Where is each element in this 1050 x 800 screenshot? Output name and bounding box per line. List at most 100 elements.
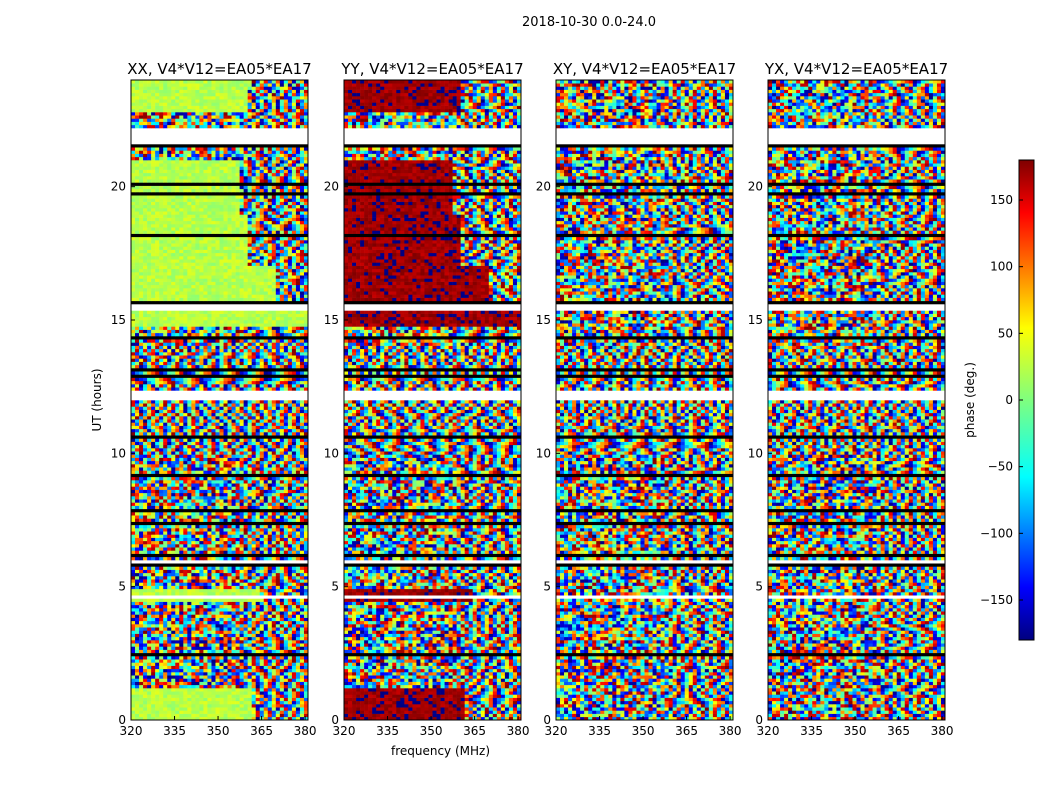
cell: [207, 540, 212, 545]
cell: [235, 640, 240, 644]
cell: [211, 579, 216, 583]
cell: [139, 451, 144, 455]
cell: [175, 492, 180, 497]
cell: [271, 371, 277, 375]
flag-row: [131, 300, 308, 305]
cell: [243, 502, 248, 506]
cell: [179, 355, 184, 359]
cell: [263, 361, 269, 366]
cell: [183, 592, 188, 596]
cell: [143, 640, 148, 644]
cell: [167, 476, 172, 481]
cell: [219, 707, 224, 711]
cell: [179, 441, 184, 446]
cell: [247, 675, 252, 679]
cell: [287, 355, 293, 359]
cell: [271, 582, 277, 586]
cell: [255, 476, 261, 481]
cell: [163, 649, 168, 654]
cell: [183, 332, 188, 337]
cell: [243, 585, 248, 590]
cell: [163, 384, 168, 388]
cell: [199, 483, 204, 487]
cell: [131, 448, 136, 452]
cell: [291, 457, 297, 462]
cell: [143, 627, 148, 631]
cell: [219, 483, 224, 487]
cell: [247, 691, 252, 695]
cell: [143, 432, 148, 436]
cell: [235, 608, 240, 612]
cell: [139, 611, 144, 615]
cell: [279, 467, 285, 471]
cell: [275, 400, 281, 404]
cell: [183, 496, 188, 500]
cell: [143, 662, 148, 666]
cell: [251, 716, 257, 721]
cell: [279, 432, 285, 436]
cell: [263, 355, 269, 359]
cell: [283, 537, 289, 542]
cell: [167, 659, 172, 663]
cell: [199, 588, 204, 593]
cell: [155, 387, 160, 391]
cell: [239, 630, 244, 634]
cell: [183, 614, 188, 618]
cell: [143, 566, 148, 570]
cell: [247, 457, 252, 462]
cell: [211, 422, 216, 426]
cell: [227, 630, 232, 634]
cell: [255, 700, 261, 705]
cell: [299, 656, 305, 660]
cell: [151, 476, 156, 481]
cell: [219, 704, 224, 708]
cell: [147, 700, 152, 705]
cell: [303, 675, 309, 679]
cell: [231, 601, 236, 606]
cell: [235, 332, 240, 337]
cell: [171, 438, 176, 442]
cell: [259, 441, 265, 446]
cell: [283, 524, 289, 529]
cell: [147, 713, 152, 718]
cell: [259, 352, 265, 356]
cell: [203, 547, 208, 551]
cell: [255, 409, 261, 414]
cell: [203, 531, 208, 535]
cell: [175, 598, 180, 602]
cell: [167, 348, 172, 353]
cell: [183, 585, 188, 590]
cell: [135, 454, 140, 458]
cell: [183, 716, 188, 721]
cell: [251, 342, 257, 346]
cell: [239, 569, 244, 574]
cell: [251, 630, 257, 634]
cell: [135, 441, 140, 446]
cell: [235, 441, 240, 446]
cell: [207, 707, 212, 711]
cell: [131, 630, 136, 634]
cell: [255, 672, 261, 676]
cell: [251, 460, 257, 465]
cell: [267, 460, 273, 465]
cell: [263, 323, 269, 327]
cell: [251, 371, 257, 375]
cell: [179, 604, 184, 609]
cell: [291, 377, 297, 382]
cell: [155, 665, 160, 670]
cell: [267, 636, 273, 641]
cell: [267, 688, 273, 692]
cell: [271, 646, 277, 650]
cell: [143, 611, 148, 615]
cell: [171, 480, 176, 484]
cell: [143, 576, 148, 580]
cell: [131, 457, 136, 462]
cell: [199, 480, 204, 484]
cell: [263, 592, 269, 596]
cell: [239, 624, 244, 628]
cell: [163, 537, 168, 542]
cell: [207, 627, 212, 631]
cell: [235, 329, 240, 334]
cell: [163, 672, 168, 676]
cell: [271, 502, 277, 506]
